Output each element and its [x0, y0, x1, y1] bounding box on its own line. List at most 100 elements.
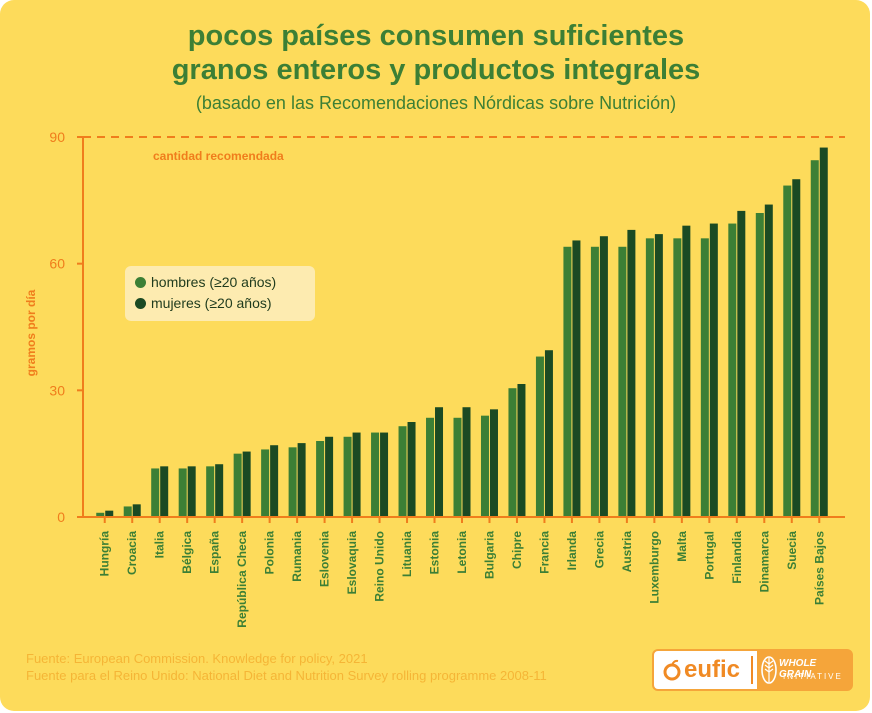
bar-women-16 [544, 350, 553, 517]
bar-women-14 [489, 409, 498, 517]
bar-women-21 [682, 225, 691, 517]
bar-women-2 [160, 466, 169, 517]
bar-women-13 [462, 407, 471, 517]
bar-men-4 [206, 466, 215, 517]
bar-men-20 [645, 238, 654, 518]
bar-women-10 [380, 432, 389, 517]
bar-men-15 [508, 388, 517, 517]
bar-men-7 [288, 447, 297, 517]
x-category-label: Portugal [702, 531, 716, 580]
partner-logos: eufic WHOLE GRAIN INITIATIVE [652, 649, 853, 691]
bar-men-5 [233, 453, 242, 517]
bar-men-22 [700, 238, 709, 518]
source-note-2: Fuente para el Reino Unido: National Die… [26, 668, 547, 683]
x-category-label: Malta [675, 531, 689, 562]
source-note-1: Fuente: European Commission. Knowledge f… [26, 651, 368, 666]
bar-women-6 [270, 445, 279, 517]
bar-women-0 [105, 510, 114, 517]
bar-men-12 [426, 417, 435, 517]
x-category-label: Reino Unido [373, 531, 387, 602]
bar-women-18 [599, 236, 608, 517]
legend-swatch-men [135, 276, 146, 288]
x-category-label: Lituania [400, 531, 414, 577]
chart-legend: hombres (≥20 años) mujeres (≥20 años) [125, 266, 315, 321]
x-category-label: Suecia [785, 531, 799, 570]
x-category-label: Luxemburgo [647, 531, 661, 604]
x-category-label: Italia [153, 531, 167, 559]
legend-item-men: hombres (≥20 años) [135, 273, 276, 291]
bar-men-1 [123, 506, 132, 517]
x-category-label: Finlandia [730, 531, 744, 584]
x-category-label: Francia [537, 531, 551, 574]
bar-men-11 [398, 426, 407, 517]
bar-men-2 [151, 468, 160, 517]
x-category-label: Eslovaquia [345, 531, 359, 595]
x-category-label: Letonia [455, 531, 469, 574]
legend-label-women: mujeres (≥20 años) [151, 295, 272, 311]
x-category-label: Irlanda [565, 531, 579, 571]
bar-men-26 [810, 160, 819, 517]
bar-women-25 [792, 179, 801, 517]
eufic-apple-icon [663, 659, 681, 681]
bar-men-18 [590, 246, 599, 517]
y-tick-label: 60 [49, 256, 65, 272]
bar-men-24 [755, 213, 764, 517]
bar-men-3 [178, 468, 187, 517]
whole-grain-text: WHOLE GRAIN [779, 658, 817, 680]
logo-divider [751, 656, 753, 684]
x-category-label: España [208, 531, 222, 574]
bar-women-8 [325, 436, 334, 517]
reference-line-label: cantidad recomendada [153, 149, 284, 163]
y-axis-label: gramos por día [24, 289, 38, 376]
whole-grain-initiative-logo: WHOLE GRAIN INITIATIVE [757, 651, 851, 689]
x-category-label: Chipre [510, 531, 524, 569]
y-tick-label: 90 [49, 129, 65, 145]
bar-men-21 [673, 238, 682, 518]
bar-men-9 [343, 436, 352, 517]
y-tick-label: 30 [49, 382, 65, 398]
initiative-text: INITIATIVE [783, 672, 843, 681]
bar-women-11 [407, 422, 416, 517]
bar-men-14 [480, 415, 489, 517]
bar-women-24 [764, 204, 773, 518]
bar-women-22 [709, 223, 718, 518]
bar-women-26 [819, 147, 828, 518]
bar-men-6 [261, 449, 270, 517]
bar-women-1 [132, 504, 141, 517]
chart-title-line2: granos enteros y productos integrales [171, 54, 701, 86]
bar-women-15 [517, 384, 526, 517]
bar-women-5 [242, 451, 251, 517]
grain-leaf-icon [761, 656, 777, 684]
x-category-label: Bulgaria [482, 531, 496, 579]
bar-men-25 [783, 185, 792, 518]
bar-men-8 [316, 441, 325, 517]
legend-item-women: mujeres (≥20 años) [135, 294, 272, 312]
bar-men-13 [453, 417, 462, 517]
x-category-label: Hungría [98, 531, 112, 577]
x-category-label: Bélgica [180, 531, 194, 574]
legend-swatch-women [135, 297, 146, 309]
x-category-label: Dinamarca [757, 531, 771, 593]
y-tick-label: 0 [57, 509, 65, 525]
bar-women-3 [187, 466, 196, 517]
bar-women-7 [297, 443, 306, 517]
bar-men-23 [728, 223, 737, 518]
bar-women-20 [654, 234, 663, 517]
x-category-label: República Checa [235, 531, 249, 628]
x-category-label: Austria [620, 531, 634, 573]
eufic-logo: eufic [684, 656, 741, 683]
legend-label-men: hombres (≥20 años) [151, 274, 277, 290]
x-category-label: Polonia [263, 531, 277, 575]
bar-men-0 [96, 512, 105, 517]
bar-women-19 [627, 229, 636, 517]
x-category-label: Eslovenia [318, 531, 332, 587]
x-category-label: Estonia [428, 531, 442, 575]
x-category-label: Países Bajos [812, 531, 826, 605]
bar-men-16 [535, 356, 544, 517]
bar-women-23 [737, 210, 746, 517]
bar-men-19 [618, 246, 627, 517]
bar-women-17 [572, 240, 581, 517]
x-category-label: Croacia [125, 531, 139, 575]
